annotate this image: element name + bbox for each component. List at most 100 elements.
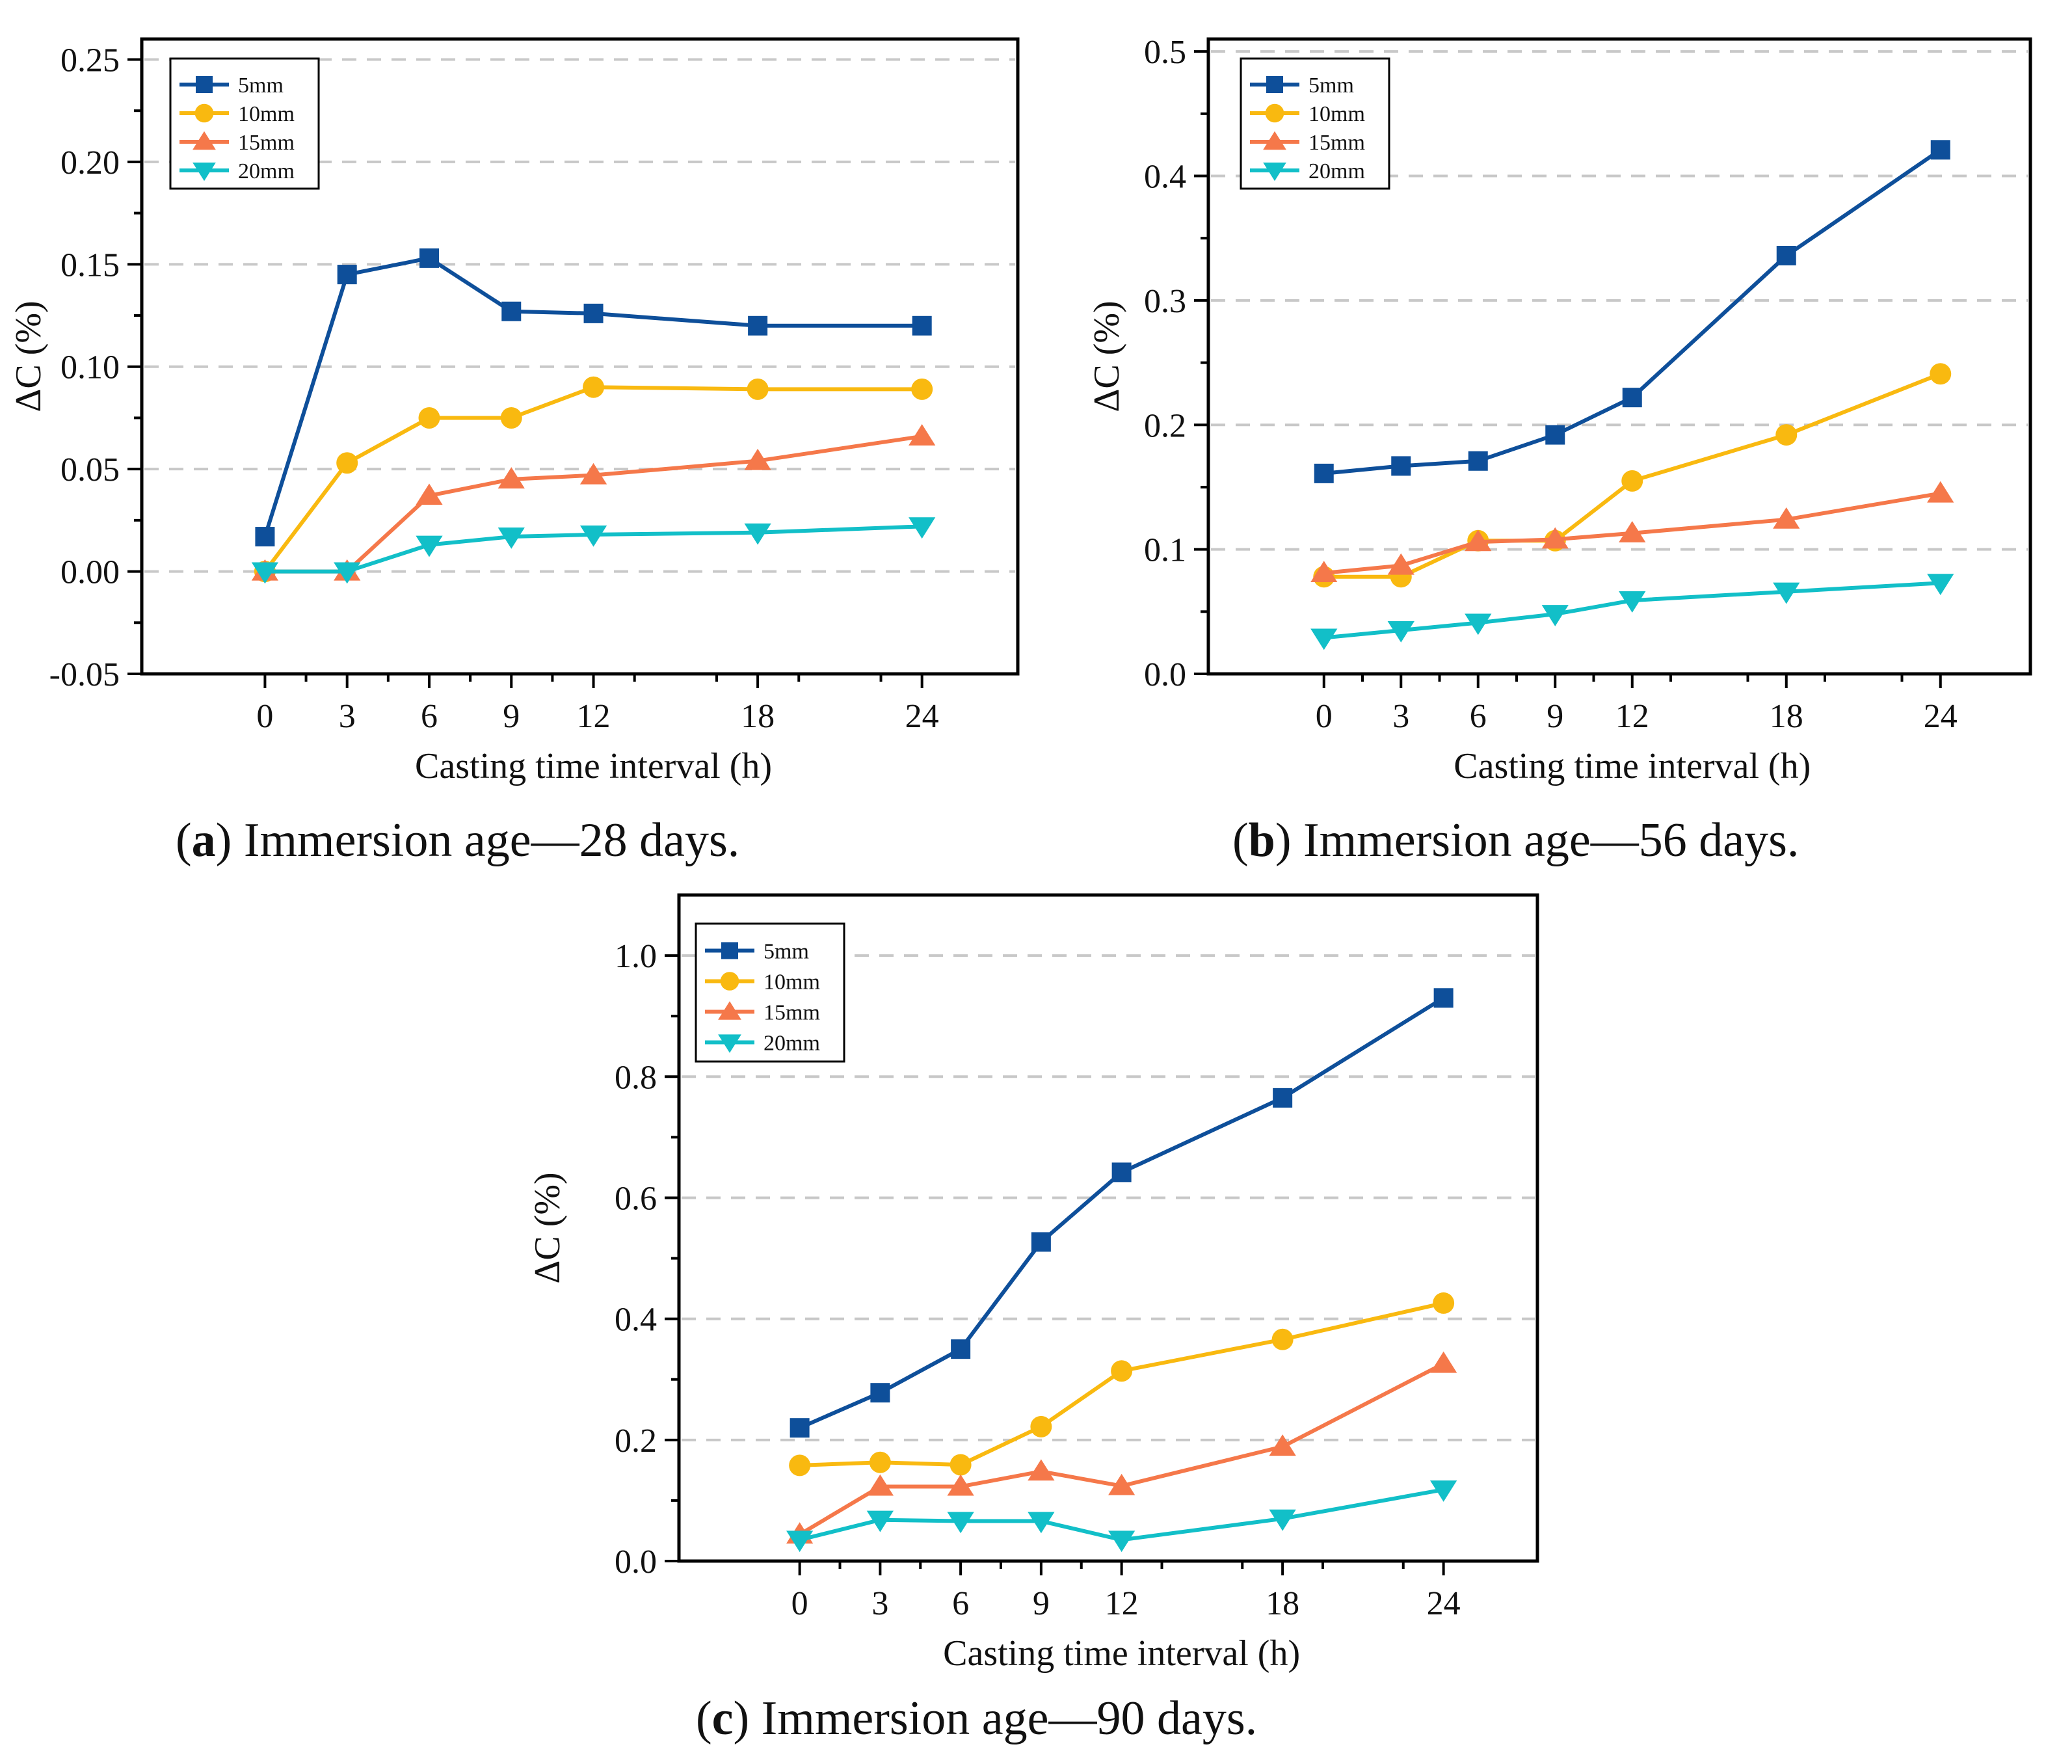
chart-b-legend-marker-10mm	[1265, 103, 1284, 123]
chart-a-point-10mm-6	[911, 378, 933, 400]
chart-c-point-20mm-2	[947, 1512, 974, 1534]
chart-a-point-20mm-2	[416, 535, 443, 557]
chart-b-legend-marker-20mm	[1263, 162, 1286, 181]
chart-b-point-15mm-5	[1773, 507, 1800, 529]
chart-a-point-10mm-5	[747, 378, 769, 400]
chart-c-y-tick-label-4: 0.8	[615, 1059, 657, 1096]
chart-a-y-tick-label-4: 0.15	[60, 247, 120, 284]
chart-b-point-15mm-1	[1387, 553, 1415, 575]
chart-a-point-5mm-0	[255, 527, 275, 547]
chart-c-point-5mm-4	[1111, 1162, 1132, 1183]
chart-b-series-line-20mm	[1323, 581, 1941, 640]
chart-c-series-line-20mm	[799, 1488, 1444, 1542]
chart-a-point-10mm-1	[336, 452, 358, 474]
chart-c-point-10mm-2	[950, 1454, 972, 1476]
chart-a-legend-box	[169, 57, 320, 190]
chart-c-y-tick-label-2: 0.4	[615, 1302, 657, 1339]
chart-a-legend-marker-10mm	[194, 103, 214, 123]
chart-c-point-15mm-2	[947, 1474, 974, 1496]
chart-a-series-line-20mm	[265, 524, 922, 574]
chart-b-point-10mm-2	[1467, 529, 1489, 552]
caption-c-text: Immersion age—90 days.	[749, 1692, 1258, 1745]
chart-a-point-15mm-0	[251, 559, 279, 581]
chart-c-y-tick-label-1: 0.2	[615, 1423, 657, 1460]
chart-a-point-5mm-3	[501, 301, 522, 321]
chart-a-x-axis-label: Casting time interval (h)	[415, 746, 772, 786]
chart-a-point-15mm-1	[334, 559, 361, 581]
chart-a-plot-frame	[140, 37, 1020, 676]
chart-b-point-15mm-4	[1619, 520, 1646, 542]
chart-a-y-tick-label-0: -0.05	[49, 656, 120, 693]
chart-a-series-line-10mm	[263, 385, 922, 573]
chart-b-x-tick-label-2: 6	[1470, 698, 1487, 735]
chart-b-x-tick-label-5: 18	[1770, 698, 1803, 735]
chart-a-legend-marker-20mm	[193, 162, 216, 181]
chart-c-point-15mm-4	[1108, 1473, 1136, 1495]
chart-b-point-10mm-4	[1621, 470, 1643, 492]
chart-c-legend-marker-10mm	[720, 972, 739, 991]
chart-c-x-tick-label-6: 24	[1427, 1585, 1461, 1622]
chart-a-point-5mm-2	[419, 248, 439, 268]
chart-a-point-15mm-2	[416, 483, 443, 505]
chart-c-y-axis-label: ΔC (%)	[527, 1172, 568, 1283]
chart-c-point-10mm-5	[1271, 1328, 1294, 1350]
chart-a-legend-label-20mm: 20mm	[238, 159, 295, 183]
caption-a-text: Immersion age—28 days.	[232, 814, 740, 867]
chart-a-point-15mm-5	[744, 448, 771, 470]
chart-a-series-line-5mm	[263, 256, 922, 537]
chart-b-x-axis-label: Casting time interval (h)	[1454, 746, 1811, 786]
chart-b-point-15mm-3	[1541, 527, 1569, 549]
chart-a-point-20mm-6	[909, 517, 936, 539]
chart-c-legend-box	[695, 922, 845, 1063]
chart-c-legend-label-20mm: 20mm	[764, 1032, 820, 1056]
chart-a-point-20mm-4	[579, 525, 607, 547]
chart-c-point-5mm-6	[1433, 988, 1454, 1008]
chart-c-plot-frame	[677, 893, 1539, 1563]
chart-a-point-5mm-5	[748, 315, 768, 336]
chart-b-legend-box	[1240, 57, 1390, 190]
chart-b-y-tick-label-3: 0.3	[1144, 283, 1186, 320]
caption-b-letter: b	[1248, 814, 1275, 867]
chart-b-point-5mm-3	[1545, 425, 1565, 445]
caption-c: (c) Immersion age—90 days.	[696, 1692, 1258, 1745]
chart-a-point-15mm-3	[498, 467, 525, 488]
chart-b-point-20mm-0	[1310, 628, 1338, 650]
chart-a-point-20mm-1	[334, 562, 361, 584]
chart-b-plot-frame	[1206, 37, 2032, 676]
chart-b-point-5mm-0	[1314, 463, 1334, 483]
chart-a-point-5mm-4	[583, 303, 604, 323]
chart-b-point-10mm-5	[1775, 424, 1798, 446]
chart-c-x-tick-label-1: 3	[871, 1585, 888, 1622]
chart-a-legend-label-5mm: 5mm	[238, 74, 284, 98]
chart-a-x-tick-label-4: 12	[577, 698, 611, 735]
chart-a-point-10mm-3	[500, 407, 522, 429]
chart-c-point-15mm-6	[1430, 1351, 1457, 1373]
chart-b-series-line-15mm	[1323, 491, 1941, 575]
caption-a-letter: a	[191, 814, 216, 867]
chart-b-x-tick-label-0: 0	[1316, 698, 1333, 735]
chart-a-legend-marker-5mm	[196, 76, 213, 93]
chart-a-point-10mm-2	[418, 407, 440, 429]
chart-c-point-15mm-1	[866, 1474, 894, 1496]
chart-a-y-tick-label-2: 0.05	[60, 451, 120, 488]
chart-a-x-tick-label-2: 6	[421, 698, 438, 735]
chart-a-x-tick-label-3: 9	[503, 698, 520, 735]
chart-b-point-5mm-4	[1622, 388, 1642, 408]
chart-c-point-10mm-1	[869, 1451, 891, 1473]
chart-b-point-20mm-4	[1619, 591, 1646, 613]
chart-c-x-axis-label: Casting time interval (h)	[943, 1633, 1300, 1674]
chart-a-x-tick-label-5: 18	[741, 698, 775, 735]
chart-c-x-tick-label-0: 0	[791, 1585, 808, 1622]
chart-c-legend-label-15mm: 15mm	[764, 1001, 820, 1025]
chart-c-point-10mm-4	[1111, 1360, 1133, 1382]
chart-b-series-line-10mm	[1323, 372, 1941, 579]
chart-c-point-10mm-0	[789, 1454, 811, 1477]
caption-b: (b) Immersion age—56 days.	[1232, 814, 1800, 867]
chart-a-x-tick-label-1: 3	[339, 698, 356, 735]
chart-a-point-20mm-3	[498, 527, 525, 549]
chart-b-point-15mm-2	[1465, 529, 1492, 552]
chart-a-y-tick-label-1: 0.00	[60, 554, 120, 591]
chart-b-point-5mm-1	[1391, 456, 1411, 476]
chart-a-y-tick-label-3: 0.10	[60, 349, 120, 386]
